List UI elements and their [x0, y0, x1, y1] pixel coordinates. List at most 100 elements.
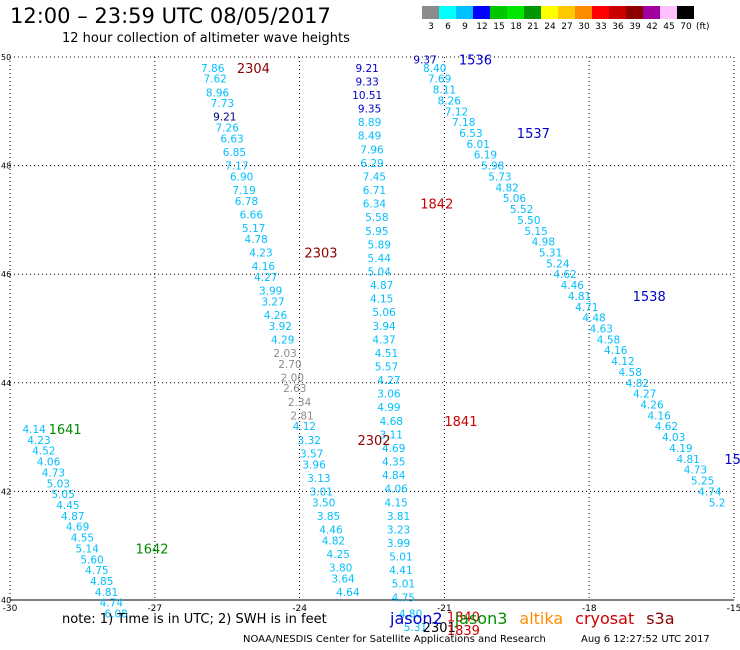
wave-height-value: 3.13 [307, 473, 330, 485]
wave-height-value: 5.01 [392, 579, 415, 591]
wave-height-value: 6.71 [363, 185, 386, 197]
wave-height-value: 4.12 [611, 356, 634, 368]
wave-height-value: 4.99 [377, 402, 400, 414]
wave-height-value: 3.27 [261, 296, 284, 308]
colorbar-swatch [626, 6, 643, 19]
wave-height-value: 4.68 [380, 416, 403, 428]
wave-height-value: 7.62 [203, 74, 226, 86]
pass-time-label: 1537 [517, 127, 550, 142]
colorbar-label: 42 [646, 22, 658, 32]
wave-height-value: 5.06 [503, 193, 527, 205]
wave-height-value: 7.45 [363, 171, 386, 183]
wave-height-value: 4.06 [37, 457, 61, 469]
pass-time-label: 1536 [459, 54, 492, 69]
wave-height-value: 3.23 [387, 524, 410, 536]
wave-height-value: 4.27 [377, 375, 400, 387]
legend-item-altika: altika [519, 609, 564, 628]
wave-height-value: 7.73 [211, 98, 234, 110]
colorbar-swatch [456, 6, 473, 19]
generated-timestamp: Aug 6 12:27:52 UTC 2017 [581, 634, 710, 645]
wave-height-value: 6.53 [459, 128, 482, 140]
pass-time-label: 2303 [304, 246, 337, 261]
wave-height-value: 9.35 [358, 104, 381, 116]
wave-height-value: 2.03 [273, 348, 296, 360]
wave-height-value: 4.87 [370, 280, 393, 292]
y-tick-label: 40 [1, 596, 11, 605]
wave-height-value: 4.73 [42, 467, 65, 479]
wave-height-value: 6.63 [220, 133, 243, 145]
pass-time-label: 1842 [420, 198, 453, 213]
wave-height-value: 4.73 [684, 465, 707, 477]
colorbar-swatch [541, 6, 558, 19]
wave-height-value: 7.17 [225, 161, 248, 173]
wave-height-value: 3.11 [380, 429, 403, 441]
wave-height-value: 4.06 [384, 484, 408, 496]
legend-item-s3a: s3a [646, 609, 675, 628]
wave-height-value: 3.96 [302, 459, 326, 471]
wave-height-value: 4.48 [582, 313, 605, 325]
wave-height-value: 8.11 [433, 85, 456, 97]
wave-height-value: 3.99 [259, 285, 282, 297]
wave-height-value: 4.16 [604, 345, 628, 357]
wave-height-value: 8.40 [423, 63, 446, 75]
wave-height-value: 7.18 [452, 117, 475, 129]
wave-height-value: 6.01 [466, 139, 489, 151]
legend-item-cryosat: cryosat [575, 609, 635, 628]
x-tick-label: -18 [582, 604, 597, 614]
wave-height-value: 4.75 [85, 565, 108, 577]
wave-height-value: 5.06 [372, 307, 396, 319]
wave-height-value: 3.32 [298, 435, 321, 447]
wave-height-value: 4.55 [71, 533, 94, 545]
wave-height-value: 5.04 [368, 266, 392, 278]
wave-height-value: 3.06 [377, 389, 401, 401]
wave-height-value: 4.19 [669, 443, 692, 455]
wave-height-value: 6.78 [235, 196, 258, 208]
y-tick-label: 42 [1, 487, 11, 496]
wave-height-value: 2.34 [288, 397, 312, 409]
wave-height-value: 4.82 [626, 378, 649, 390]
wave-height-value: 4.26 [264, 310, 288, 322]
wave-height-value: 5.14 [76, 543, 100, 555]
colorbar-swatch [524, 6, 541, 19]
wave-height-value: 5.95 [365, 226, 388, 238]
wave-height-value: 3.94 [372, 321, 396, 333]
wave-height-value: 6.08 [104, 609, 127, 621]
y-tick-label: 48 [1, 162, 11, 171]
wave-height-value: 7.96 [360, 144, 384, 156]
wave-height-value: 5.05 [51, 489, 74, 501]
wave-height-value: 4.41 [389, 565, 412, 577]
wave-height-value: 7.19 [232, 185, 255, 197]
wave-height-value: 4.23 [249, 247, 272, 259]
y-tick-label: 44 [1, 379, 11, 388]
wave-height-value: 4.80 [399, 609, 422, 621]
wave-height-value: 8.96 [206, 87, 230, 99]
wave-height-value: 4.29 [271, 334, 294, 346]
footnote: note: 1) Time is in UTC; 2) SWH is in fe… [62, 612, 327, 627]
wave-height-value: 7.26 [216, 123, 240, 135]
wave-height-value: 5.60 [80, 554, 103, 566]
pass-time-label: 1642 [135, 542, 168, 557]
wave-height-value: 3.80 [329, 562, 352, 574]
legend-item-jason2: jason2 [390, 609, 443, 628]
wave-height-value: 4.81 [568, 291, 591, 303]
colorbar-swatch [643, 6, 660, 19]
wave-height-value: 4.78 [244, 234, 267, 246]
wave-height-value: 4.71 [575, 302, 598, 314]
wave-height-value: 3.50 [312, 497, 335, 509]
wave-height-value: 4.14 [22, 424, 46, 436]
wave-height-value: 6.19 [474, 150, 497, 162]
wave-height-value: 2.00 [281, 372, 304, 384]
wave-height-value: 5.01 [389, 552, 412, 564]
wave-height-value: 4.62 [655, 421, 678, 433]
wave-height-value: 4.12 [293, 421, 316, 433]
wave-height-value: 9.37 [413, 55, 436, 67]
colorbar-swatch [575, 6, 592, 19]
colorbar-label: 18 [510, 22, 522, 32]
wave-height-value: 5.31 [404, 622, 427, 634]
wave-height-value: 2.70 [278, 359, 301, 371]
pass-time-label: 2301 [423, 621, 456, 636]
colorbar-label: 33 [595, 22, 607, 32]
pass-time-label: 1538 [633, 290, 666, 305]
wave-height-value: 2.81 [290, 410, 313, 422]
wave-height-value: 5.31 [539, 247, 562, 259]
